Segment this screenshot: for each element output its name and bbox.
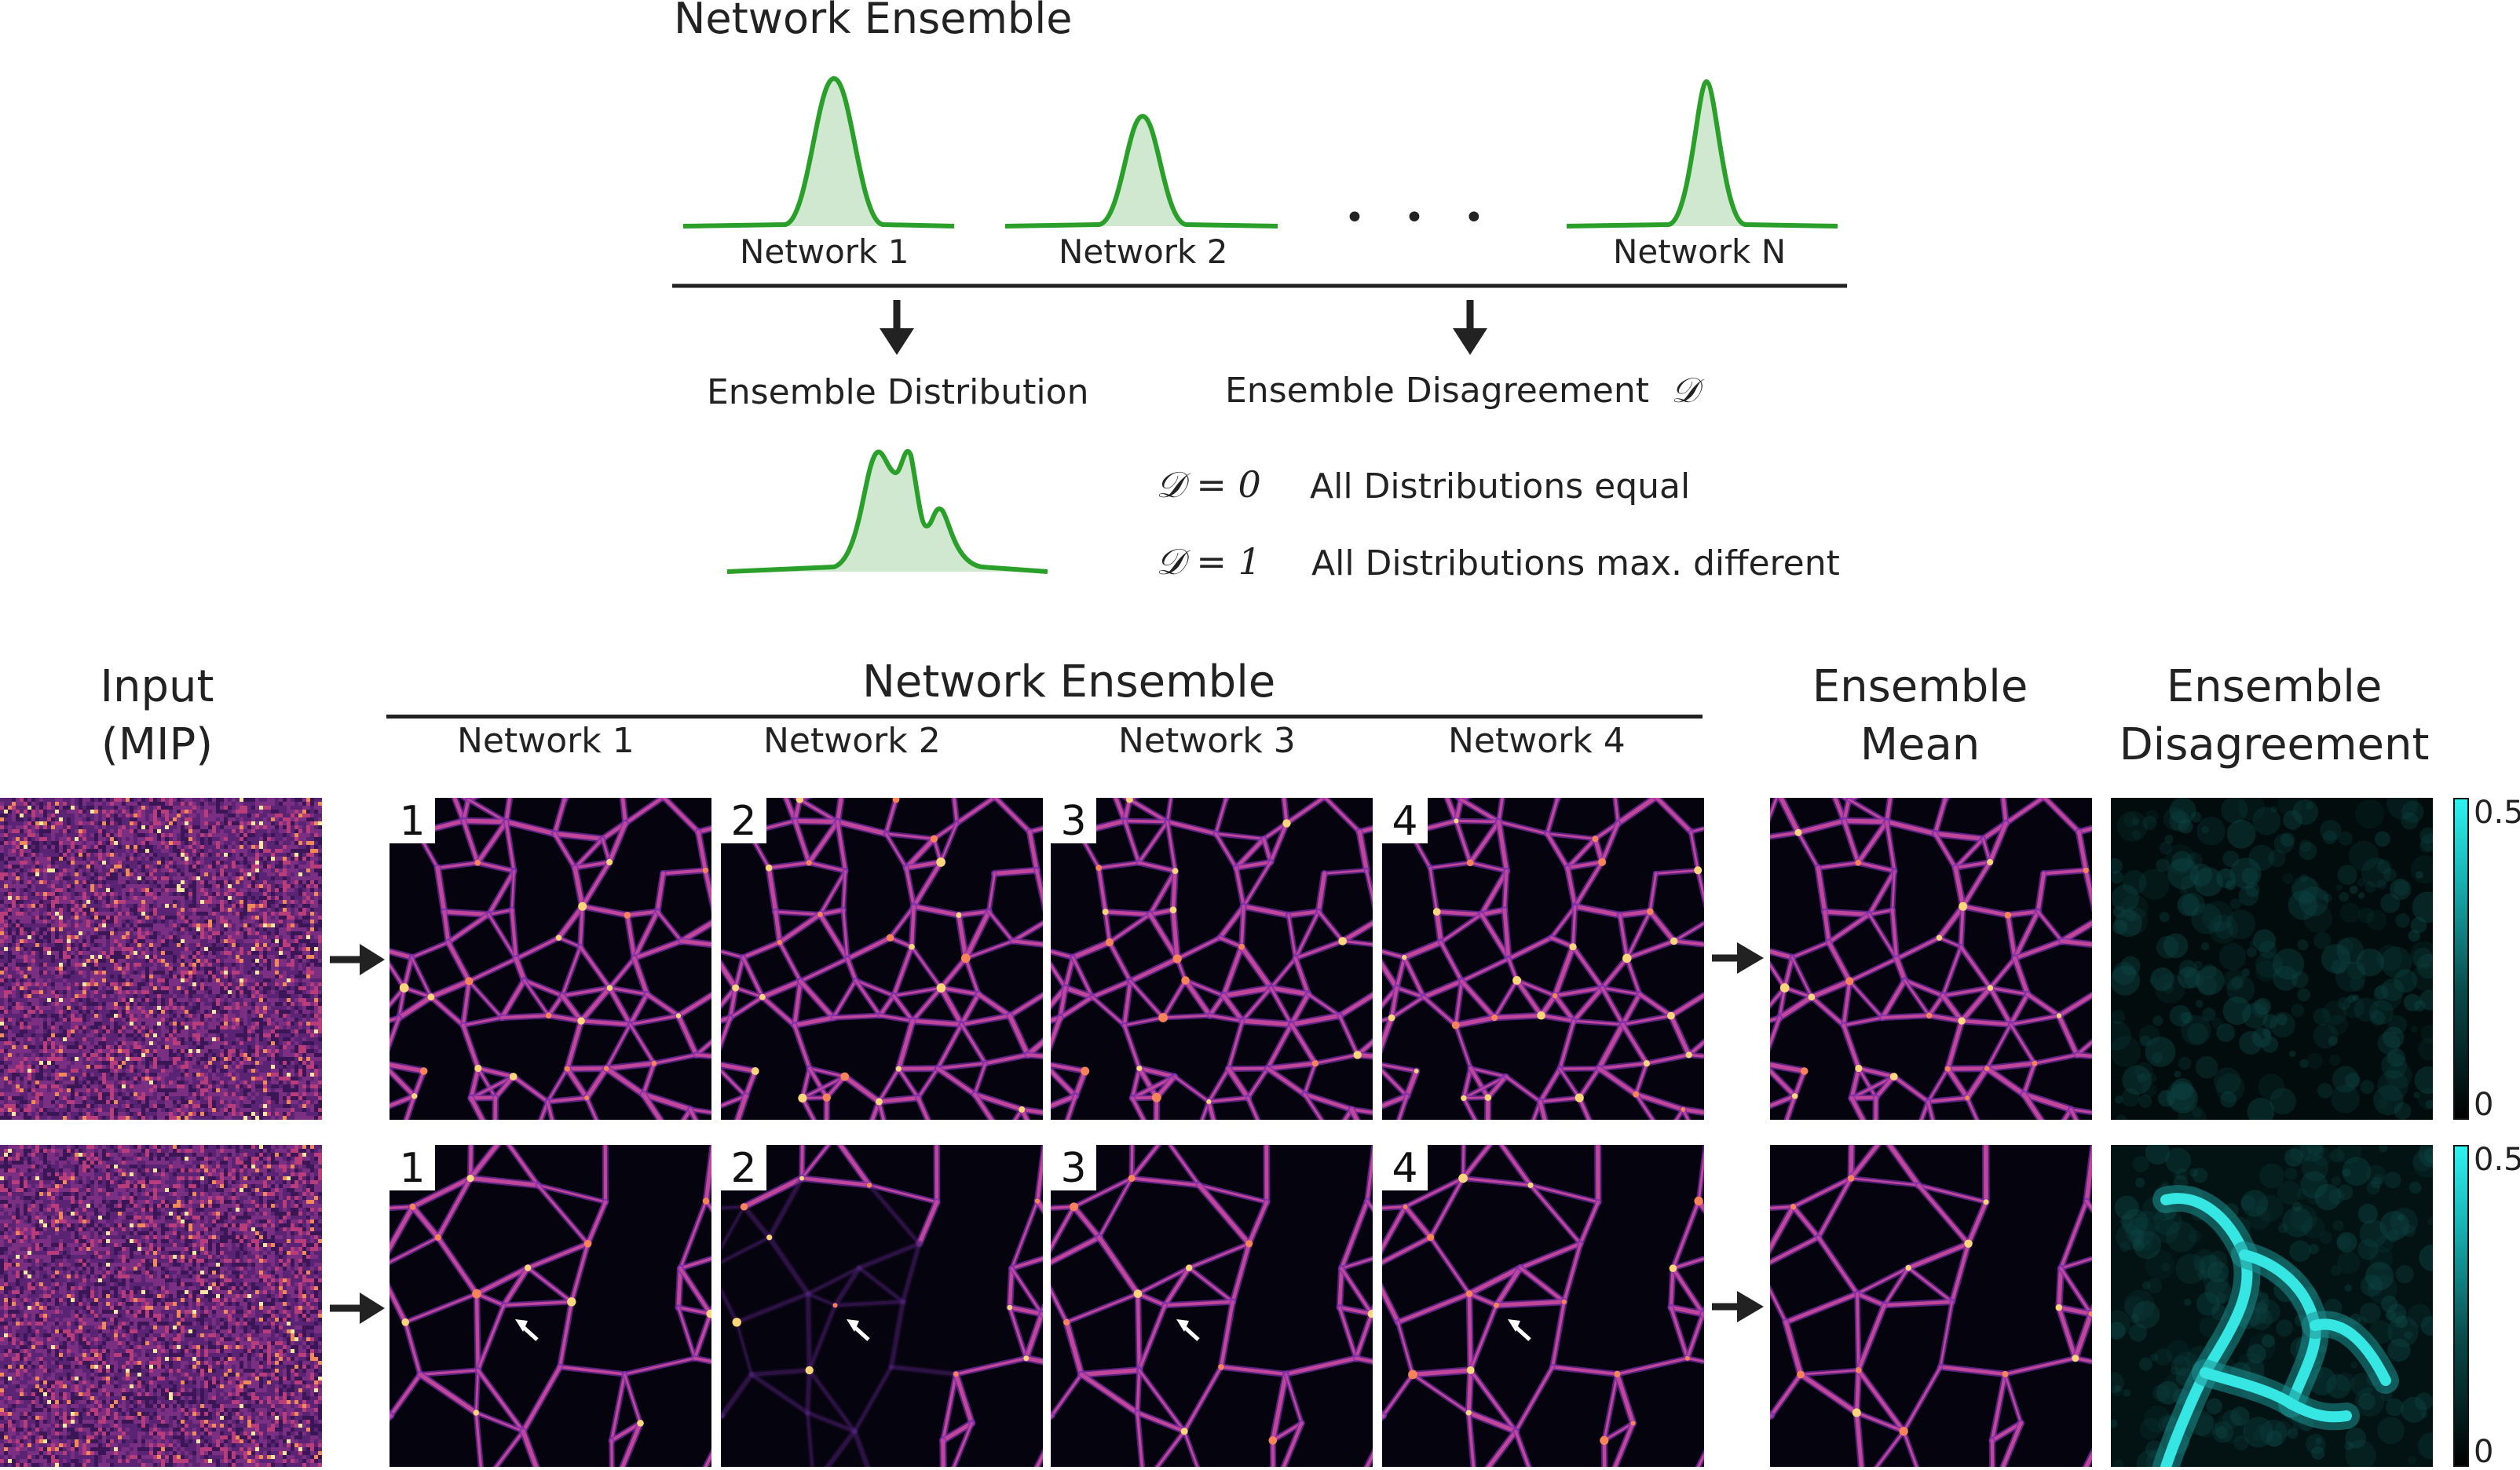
network-n-distribution (1567, 82, 1838, 226)
badge: 1 (390, 1145, 435, 1190)
badge: 4 (1382, 1145, 1428, 1190)
ensemble-distribution-label: Ensemble Distribution (707, 372, 1088, 412)
network-1-distribution (683, 79, 954, 226)
ensemble-mean-label: Ensemble Mean (1759, 658, 2081, 774)
distribution-diagram (0, 0, 2520, 597)
network-n-label: Network N (1613, 232, 1786, 271)
eq-one-text: All Distributions max. different (1311, 543, 1840, 583)
ensemble-header-line (386, 715, 1703, 719)
input-mip-image (0, 798, 322, 1120)
arrow-right-icon (330, 1293, 385, 1324)
colorbar-min: 0 (2474, 1434, 2493, 1470)
ensemble-distribution-curve (727, 452, 1048, 572)
ensemble-disagreement-image (2111, 1145, 2433, 1467)
colorbar-min: 0 (2474, 1087, 2493, 1123)
badge: 4 (1382, 798, 1428, 843)
network-1-output-image (390, 1145, 711, 1467)
badge: 3 (1051, 798, 1096, 843)
col-network-3: Network 3 (1118, 721, 1296, 761)
badge: 2 (721, 798, 766, 843)
network-2-label: Network 2 (1059, 232, 1227, 271)
network-2-output-image (721, 798, 1043, 1120)
col-network-1: Network 1 (457, 721, 635, 761)
ensemble-disagreement-image (2111, 798, 2433, 1120)
arrow-right-icon (1712, 942, 1764, 974)
network-2-output-image (721, 1145, 1043, 1467)
ensemble-disagreement-col-label: Ensemble Disagreement (2101, 658, 2447, 774)
colorbar-max: 0.5 (2474, 795, 2520, 831)
colorbar (2453, 798, 2469, 1120)
arrow-down-icon (880, 300, 914, 355)
colorbar-max: 0.5 (2474, 1142, 2520, 1178)
network-1-output-image (390, 798, 711, 1120)
col-network-4: Network 4 (1448, 721, 1626, 761)
badge: 1 (390, 798, 435, 843)
ensemble-header: Network Ensemble (862, 656, 1275, 708)
network-2-distribution (1005, 116, 1278, 226)
network-3-output-image (1051, 1145, 1373, 1467)
arrow-right-icon (1712, 1291, 1764, 1322)
colorbar (2453, 1145, 2469, 1467)
col-network-2: Network 2 (763, 721, 941, 761)
arrow-down-icon (1453, 300, 1487, 355)
eq-zero: 𝒟 = 0 (1156, 463, 1261, 507)
ensemble-mean-image (1770, 798, 2092, 1120)
network-3-output-image (1051, 798, 1373, 1120)
network-4-output-image (1382, 798, 1704, 1120)
input-mip-image (0, 1145, 322, 1467)
badge: 3 (1051, 1145, 1096, 1190)
arrow-right-icon (330, 944, 385, 975)
network-4-output-image (1382, 1145, 1704, 1467)
eq-zero-text: All Distributions equal (1310, 466, 1690, 506)
ellipsis: • • • (1344, 198, 1498, 238)
network-1-label: Network 1 (740, 232, 909, 271)
badge: 2 (721, 1145, 766, 1190)
eq-one: 𝒟 = 1 (1156, 540, 1261, 584)
ensemble-mean-image (1770, 1145, 2092, 1467)
ensemble-disagreement-label: Ensemble Disagreement 𝒟 (1225, 371, 1699, 411)
input-label: Input (MIP) (47, 658, 267, 774)
